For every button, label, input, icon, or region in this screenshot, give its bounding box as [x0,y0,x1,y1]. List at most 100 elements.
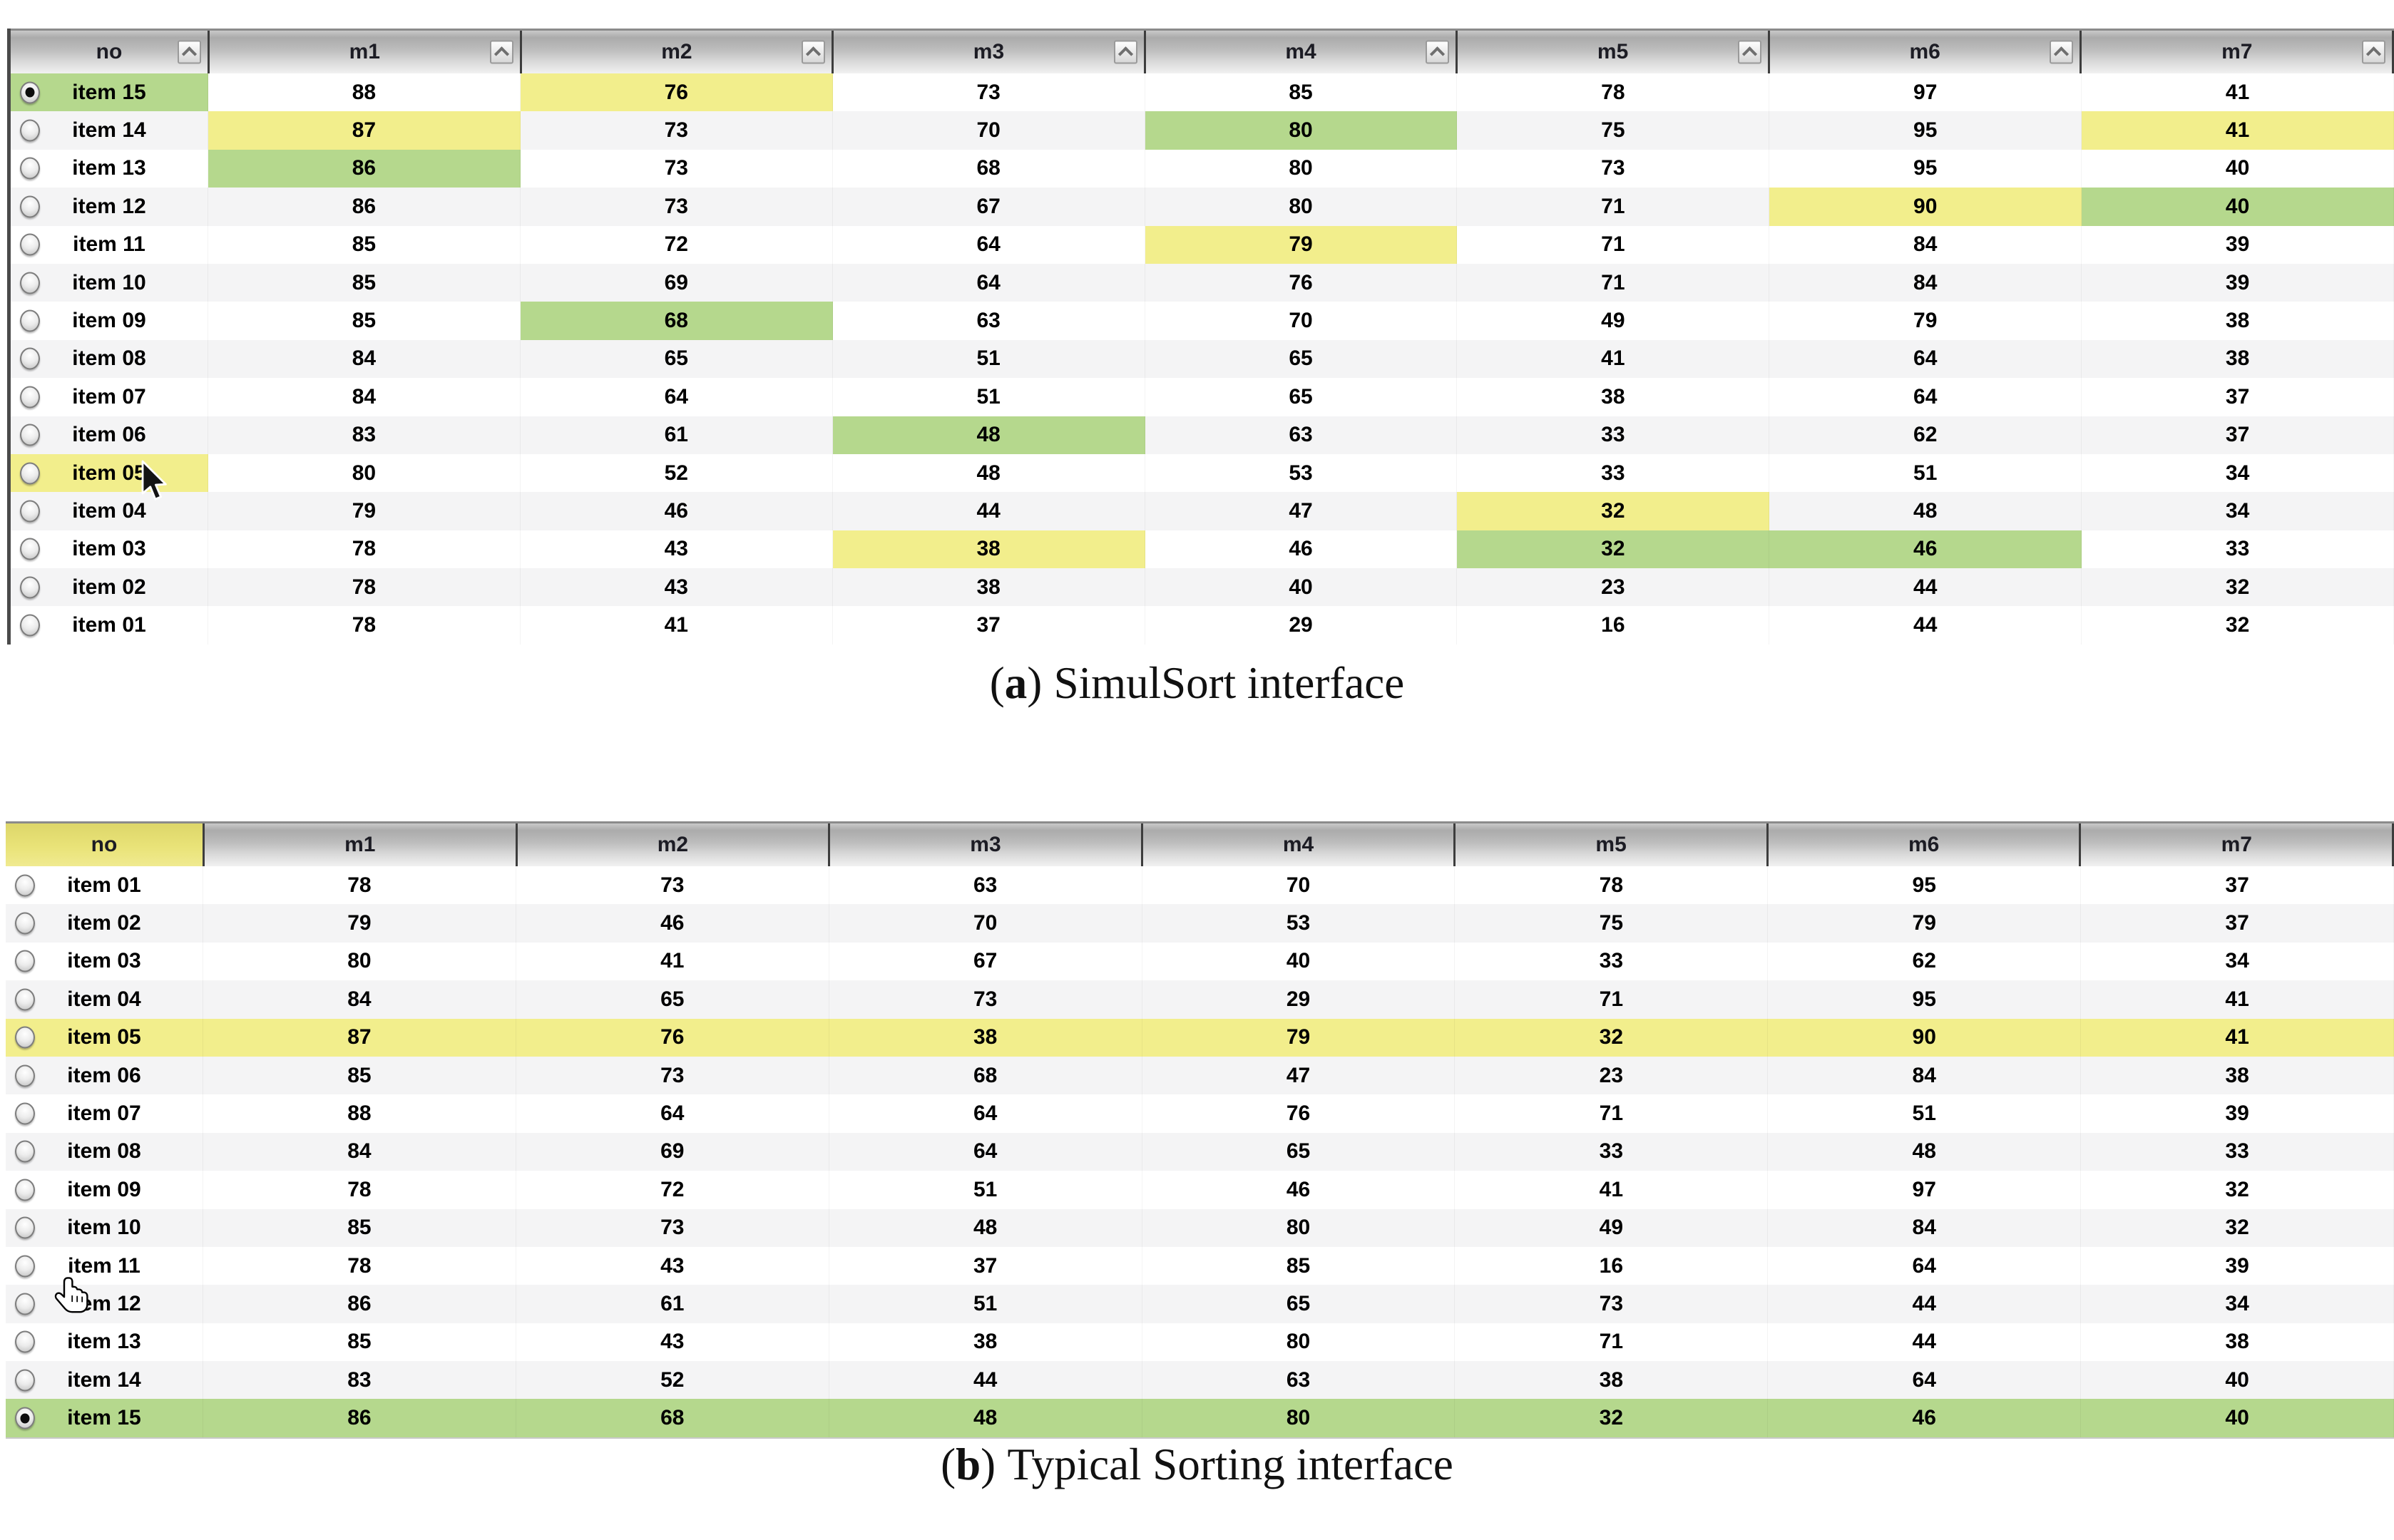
value-cell-m3[interactable]: 64 [829,1094,1142,1133]
value-cell-m3[interactable]: 44 [833,492,1145,530]
sort-ascending-button[interactable] [2362,40,2386,64]
value-cell-m4[interactable]: 46 [1145,530,1458,569]
column-header-m3[interactable]: m3 [834,31,1146,73]
item-label-cell[interactable]: item 06 [6,1056,203,1095]
item-label-cell[interactable]: item 02 [6,904,203,943]
value-cell-m2[interactable]: 69 [516,1132,829,1171]
value-cell-m6[interactable]: 51 [1768,1094,2082,1133]
item-label-cell[interactable]: item 14 [6,1361,203,1400]
value-cell-m3[interactable]: 51 [833,339,1145,379]
value-cell-m3[interactable]: 70 [829,904,1142,943]
row-radio-button[interactable] [15,874,35,897]
row-radio-button[interactable] [15,1293,35,1315]
table-row-item-02[interactable]: item 02 79 46 70 53 75 79 37 [6,904,2394,943]
table-row-item-10[interactable]: item 10 85 69 64 76 71 84 39 [11,263,2394,302]
value-cell-m6[interactable]: 84 [1769,263,2082,302]
sort-ascending-button[interactable] [1737,40,1761,64]
column-header-m7[interactable]: m7 [2081,823,2394,866]
value-cell-m4[interactable]: 63 [1142,1361,1456,1400]
item-label-cell[interactable]: item 04 [11,492,208,530]
row-radio-button[interactable] [15,1369,35,1392]
value-cell-m1[interactable]: 88 [203,1094,516,1133]
value-cell-m6[interactable]: 95 [1769,111,2082,150]
value-cell-m3[interactable]: 70 [833,111,1145,150]
item-label-cell[interactable]: item 15 [6,1399,203,1437]
column-header-m4[interactable]: m4 [1143,823,1456,866]
value-cell-m2[interactable]: 43 [516,1246,829,1285]
value-cell-m3[interactable]: 73 [833,73,1145,112]
value-cell-m1[interactable]: 78 [203,1171,516,1209]
value-cell-m6[interactable]: 95 [1769,149,2082,188]
value-cell-m6[interactable]: 90 [1769,188,2082,226]
table-row-item-09[interactable]: item 09 85 68 63 70 49 79 38 [11,302,2394,340]
value-cell-m3[interactable]: 51 [829,1171,1142,1209]
value-cell-m1[interactable]: 84 [208,378,521,416]
item-label-cell[interactable]: item 06 [11,416,208,454]
item-label-cell[interactable]: item 12 [11,188,208,226]
value-cell-m6[interactable]: 79 [1769,302,2082,340]
row-radio-button[interactable] [20,233,40,256]
item-label-cell[interactable]: item 04 [6,980,203,1019]
value-cell-m7[interactable]: 40 [2082,149,2394,188]
table-row-item-07[interactable]: item 07 84 64 51 65 38 64 37 [11,378,2394,416]
value-cell-m2[interactable]: 68 [520,302,833,340]
column-header-m3[interactable]: m3 [830,823,1143,866]
value-cell-m6[interactable]: 46 [1768,1399,2082,1437]
value-cell-m6[interactable]: 44 [1769,606,2082,645]
value-cell-m5[interactable]: 33 [1455,942,1769,981]
value-cell-m5[interactable]: 41 [1455,1171,1769,1209]
value-cell-m3[interactable]: 38 [833,568,1145,607]
value-cell-m1[interactable]: 78 [208,568,521,607]
value-cell-m3[interactable]: 68 [829,1056,1142,1095]
value-cell-m2[interactable]: 65 [516,980,829,1019]
value-cell-m7[interactable]: 34 [2081,942,2394,981]
item-label-cell[interactable]: item 13 [11,149,208,188]
value-cell-m2[interactable]: 61 [521,416,833,454]
table-row-item-11[interactable]: item 11 85 72 64 79 71 84 39 [11,225,2394,264]
column-header-m5[interactable]: m5 [1458,31,1770,73]
value-cell-m4[interactable]: 29 [1145,606,1458,645]
table-row-item-08[interactable]: item 08 84 69 64 65 33 48 33 [6,1132,2394,1171]
table-row-item-01[interactable]: item 01 78 41 37 29 16 44 32 [11,606,2394,645]
value-cell-m2[interactable]: 72 [521,225,833,264]
sort-ascending-button[interactable] [802,40,826,64]
value-cell-m6[interactable]: 79 [1768,904,2082,943]
item-label-cell[interactable]: item 01 [11,606,208,645]
value-cell-m6[interactable]: 84 [1769,225,2082,264]
row-radio-button[interactable] [15,1179,35,1201]
value-cell-m7[interactable]: 40 [2081,1399,2394,1437]
value-cell-m7[interactable]: 40 [2082,188,2394,226]
value-cell-m1[interactable]: 85 [208,302,521,340]
value-cell-m4[interactable]: 85 [1145,73,1458,112]
value-cell-m2[interactable]: 64 [516,1094,829,1133]
item-label-cell[interactable]: item 09 [11,302,208,340]
value-cell-m3[interactable]: 73 [829,980,1142,1019]
value-cell-m4[interactable]: 70 [1145,302,1458,340]
value-cell-m6[interactable]: 84 [1768,1056,2082,1095]
value-cell-m6[interactable]: 90 [1768,1018,2082,1057]
value-cell-m3[interactable]: 48 [829,1208,1142,1247]
item-label-cell[interactable]: item 14 [11,111,208,150]
value-cell-m4[interactable]: 46 [1142,1171,1456,1209]
value-cell-m1[interactable]: 85 [203,1056,516,1095]
value-cell-m4[interactable]: 80 [1142,1323,1456,1362]
value-cell-m5[interactable]: 71 [1455,1323,1769,1362]
value-cell-m5[interactable]: 41 [1457,339,1770,379]
value-cell-m5[interactable]: 38 [1457,378,1770,416]
value-cell-m5[interactable]: 75 [1455,904,1769,943]
value-cell-m1[interactable]: 78 [203,866,516,905]
row-radio-button[interactable] [15,1064,35,1087]
value-cell-m3[interactable]: 63 [829,866,1142,905]
table-row-item-02[interactable]: item 02 78 43 38 40 23 44 32 [11,568,2394,607]
row-radio-button[interactable] [15,1026,35,1049]
table-row-item-12[interactable]: item 12 86 61 51 65 73 44 34 [6,1285,2394,1323]
value-cell-m2[interactable]: 61 [516,1285,829,1323]
item-label-cell[interactable]: item 02 [11,568,208,607]
value-cell-m4[interactable]: 53 [1145,453,1458,493]
value-cell-m1[interactable]: 85 [203,1323,516,1362]
column-header-m7[interactable]: m7 [2082,31,2394,73]
value-cell-m5[interactable]: 33 [1457,453,1770,493]
table-row-item-06[interactable]: item 06 83 61 48 63 33 62 37 [11,416,2394,454]
column-header-m6[interactable]: m6 [1769,823,2082,866]
column-header-m6[interactable]: m6 [1770,31,2082,73]
